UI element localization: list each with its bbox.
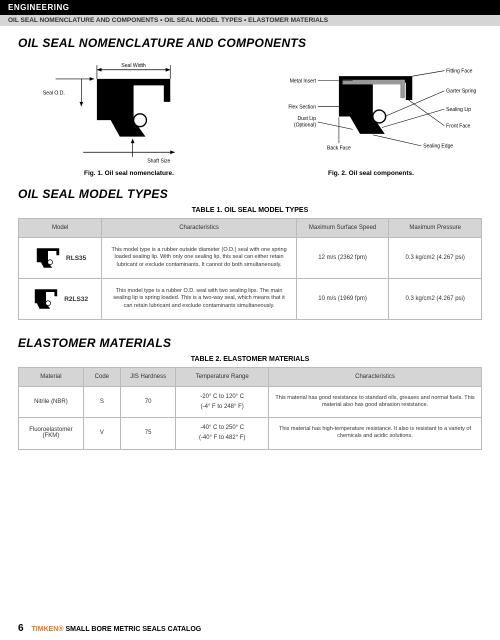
cell-speed: 12 m/s (2362 fpm) <box>296 238 389 279</box>
col-hardness: JIS Hardness <box>120 368 176 387</box>
page-number: 6 <box>18 623 24 634</box>
figures-row: Seal Width Seal O.D. Shaft Size Fig. 1. … <box>18 56 482 177</box>
cell-material: Nitrile (NBR) <box>19 387 84 418</box>
label-flex-section: Flex Section <box>288 104 316 110</box>
label-shaft-size: Shaft Size <box>147 158 170 164</box>
footer: 6 TIMKEN® SMALL BORE METRIC SEALS CATALO… <box>18 623 201 634</box>
label-front-face: Front Face <box>446 124 471 130</box>
elastomer-table: Material Code JIS Hardness Temperature R… <box>18 367 482 450</box>
model-name: R2LS32 <box>64 296 88 303</box>
section2-title: OIL SEAL MODEL TYPES <box>18 187 482 201</box>
col-char: Characteristics <box>102 219 296 238</box>
cell-code: S <box>83 387 120 418</box>
label-dust-lip2: (Optional) <box>294 123 316 129</box>
cell-code: V <box>83 418 120 449</box>
cell-temp: -40° C to 250° C (-40° F to 482° F) <box>176 418 269 449</box>
col-char2: Characteristics <box>268 368 481 387</box>
table-row: Nitrile (NBR) S 70 -20° C to 120° C (-4°… <box>19 387 482 418</box>
fig1-caption: Fig. 1. Oil seal nomenclature. <box>84 170 174 177</box>
label-metal-insert: Metal Insert <box>290 79 317 85</box>
seal-icon <box>34 244 62 272</box>
cell-material: Fluoroelastomer (FKM) <box>19 418 84 449</box>
figure-2: Metal Insert Flex Section Dust Lip (Opti… <box>260 56 482 177</box>
sub-header: OIL SEAL NOMENCLATURE AND COMPONENTS • O… <box>0 15 500 26</box>
nomenclature-diagram: Seal Width Seal O.D. Shaft Size <box>18 56 240 166</box>
header-bar: ENGINEERING <box>0 0 500 15</box>
label-sealing-lip: Sealing Lip <box>446 107 471 113</box>
table-row: RLS35 This model type is a rubber outsid… <box>19 238 482 279</box>
components-diagram: Metal Insert Flex Section Dust Lip (Opti… <box>260 56 482 166</box>
table-row: Fluoroelastomer (FKM) V 75 -40° C to 250… <box>19 418 482 449</box>
col-temp: Temperature Range <box>176 368 269 387</box>
footer-title: SMALL BORE METRIC SEALS CATALOG <box>65 626 201 633</box>
col-speed: Maximum Surface Speed <box>296 219 389 238</box>
cell-pressure: 0.3 kg/cm2 (4.267 psi) <box>389 238 482 279</box>
col-model: Model <box>19 219 102 238</box>
label-seal-od: Seal O.D. <box>43 91 65 97</box>
table1-title: TABLE 1. OIL SEAL MODEL TYPES <box>18 207 482 214</box>
cell-temp: -20° C to 120° C (-4° F to 248° F) <box>176 387 269 418</box>
cell-speed: 10 m/s (1969 fpm) <box>296 279 389 320</box>
label-seal-width: Seal Width <box>121 63 146 69</box>
cell-hardness: 75 <box>120 418 176 449</box>
footer-brand: TIMKEN <box>32 626 59 633</box>
section3-title: ELASTOMER MATERIALS <box>18 336 482 350</box>
cell-hardness: 70 <box>120 387 176 418</box>
model-name: RLS35 <box>66 255 86 262</box>
cell-char: This model type is a rubber O.D. seal wi… <box>102 279 296 320</box>
figure-1: Seal Width Seal O.D. Shaft Size Fig. 1. … <box>18 56 240 177</box>
label-sealing-edge: Sealing Edge <box>423 144 453 150</box>
label-garter-spring: Garter Spring <box>446 89 476 95</box>
cell-char: This model type is a rubber outside diam… <box>102 238 296 279</box>
label-back-face: Back Face <box>327 146 351 152</box>
label-dust-lip: Dust Lip <box>298 116 317 122</box>
label-fitting-face: Fitting Face <box>446 69 472 75</box>
col-code: Code <box>83 368 120 387</box>
table2-title: TABLE 2. ELASTOMER MATERIALS <box>18 356 482 363</box>
model-types-table: Model Characteristics Maximum Surface Sp… <box>18 218 482 320</box>
col-pressure: Maximum Pressure <box>389 219 482 238</box>
table-row: R2LS32 This model type is a rubber O.D. … <box>19 279 482 320</box>
cell-char: This material has good resistance to sta… <box>268 387 481 418</box>
section1-title: OIL SEAL NOMENCLATURE AND COMPONENTS <box>18 36 482 50</box>
cell-pressure: 0.3 kg/cm2 (4.267 psi) <box>389 279 482 320</box>
seal-icon <box>32 285 60 313</box>
cell-char: This material has high-temperature resis… <box>268 418 481 449</box>
fig2-caption: Fig. 2. Oil seal components. <box>328 170 414 177</box>
col-material: Material <box>19 368 84 387</box>
